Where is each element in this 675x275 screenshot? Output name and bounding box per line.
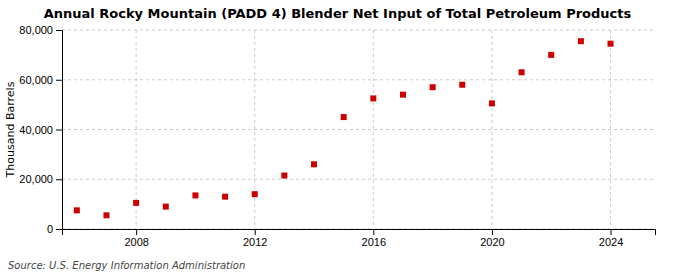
y-tick-mark: [56, 30, 62, 31]
x-tick-mark: [373, 229, 374, 235]
grid-line-y: [62, 30, 655, 31]
y-tick-mark: [56, 229, 62, 230]
y-tick-label: 0: [47, 223, 53, 235]
x-tick: 2024: [599, 229, 623, 248]
y-tick: 80,000: [19, 24, 62, 36]
x-tick-mark: [492, 229, 493, 235]
x-tick-mark: [611, 229, 612, 235]
point: [252, 191, 258, 197]
x-tick: 2008: [124, 229, 148, 248]
x-tick-mark: [255, 229, 256, 235]
x-tick-label: 2016: [362, 236, 386, 248]
x-tick: 2012: [243, 229, 267, 248]
points: [74, 38, 614, 218]
point: [489, 100, 495, 106]
point: [430, 84, 436, 90]
grid-line-y: [62, 179, 655, 180]
chart: 2008 2012 2016 2020 2024 0 20,000 40,000 60,000 8…: [0, 0, 675, 275]
x-axis-line: [63, 230, 656, 236]
y-axis-title: Thousand Barrels: [4, 81, 17, 178]
y-tick-label: 40,000: [19, 124, 53, 136]
y-tick: 0: [47, 223, 62, 235]
point: [163, 204, 169, 210]
x-tick: 2020: [480, 229, 504, 248]
grid: [62, 30, 655, 229]
point: [548, 52, 554, 58]
point: [103, 212, 109, 218]
point: [281, 173, 287, 179]
y-tick-label: 60,000: [19, 74, 53, 86]
grid-line-y: [62, 79, 655, 80]
y-axis-line: [56, 31, 63, 230]
point: [370, 95, 376, 101]
x-tick-label: 2020: [480, 236, 504, 248]
y-tick: 40,000: [19, 124, 62, 136]
point: [74, 207, 80, 213]
point: [311, 161, 317, 167]
annotation: Source: U.S. Energy Information Administ…: [8, 260, 245, 271]
grid-line-x: [491, 30, 492, 229]
y-tick-mark: [56, 179, 62, 180]
title: Annual Rocky Mountain (PADD 4) Blender N…: [44, 6, 632, 21]
plot: 2008 2012 2016 2020 2024 0 20,000 40,000 60,000 8…: [19, 24, 655, 248]
x-tick-label: 2008: [124, 236, 148, 248]
x-tick-mark: [136, 229, 137, 235]
point: [578, 38, 584, 44]
grid-line-x: [373, 30, 374, 229]
x-axis: 2008 2012 2016 2020 2024: [63, 229, 656, 248]
point: [133, 200, 139, 206]
point: [222, 194, 228, 200]
y-tick-mark: [56, 80, 62, 81]
point: [341, 114, 347, 120]
y-axis: 0 20,000 40,000 60,000 80,000: [19, 24, 62, 235]
point: [400, 92, 406, 98]
y-tick-label: 20,000: [19, 173, 53, 185]
y-tick-label: 80,000: [19, 24, 53, 36]
point: [519, 69, 525, 75]
x-tick: 2016: [362, 229, 386, 248]
y-tick: 20,000: [19, 173, 62, 185]
point: [459, 82, 465, 88]
point: [192, 192, 198, 198]
x-tick-label: 2012: [243, 236, 267, 248]
point: [608, 41, 614, 47]
y-tick: 60,000: [19, 74, 62, 86]
x-tick-label: 2024: [599, 236, 623, 248]
grid-line-y: [62, 129, 655, 130]
y-tick-mark: [56, 130, 62, 131]
